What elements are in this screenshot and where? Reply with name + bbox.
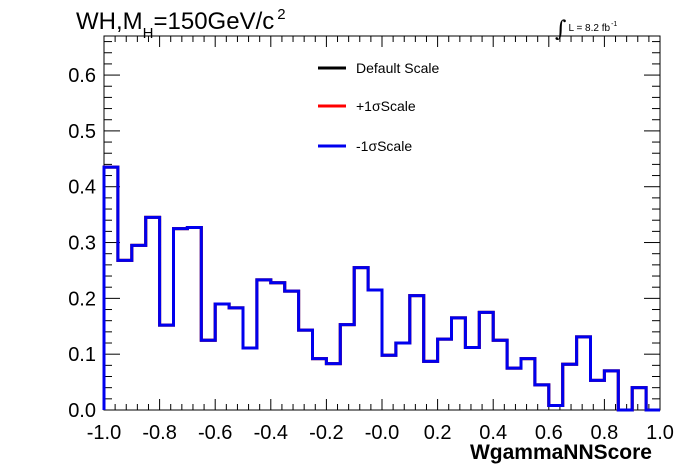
chart-title: WH,MH=150GeV/c 2	[76, 6, 286, 42]
legend-label: Default Scale	[356, 60, 439, 76]
integral-symbol: ∫	[555, 17, 567, 42]
x-tick-label: -0.8	[142, 422, 176, 444]
y-tick-label: 0.5	[68, 121, 96, 143]
y-tick-label: 0.1	[68, 344, 96, 366]
x-axis: -1.0 -0.8 -0.6 -0.4 -0.2 -0.0 0.2 0.4 0.6 0.8 1.0	[87, 36, 674, 444]
x-tick-label: -0.0	[365, 422, 399, 444]
legend: Default Scale +1σScale -1σScale	[318, 60, 439, 154]
x-axis-label: WgammaNNScore	[470, 441, 652, 464]
x-tick-label: -0.4	[254, 422, 288, 444]
legend-label: +1σScale	[356, 98, 416, 114]
title-rest-text: =150GeV/c	[153, 8, 275, 35]
y-tick-label: 0.2	[68, 288, 96, 310]
luminosity-superscript: -1	[611, 21, 618, 28]
legend-label: -1σScale	[356, 138, 412, 154]
y-tick-label: 0.0	[68, 400, 96, 422]
x-tick-label: 1.0	[646, 422, 674, 444]
x-tick-label: 0.6	[535, 422, 563, 444]
y-tick-label: 0.3	[68, 233, 96, 255]
y-tick-label: 0.6	[68, 65, 96, 87]
x-tick-label: 0.4	[479, 422, 507, 444]
x-tick-label: -0.2	[309, 422, 343, 444]
series-layer	[102, 165, 660, 412]
series-line-2	[102, 165, 660, 412]
luminosity-label: ∫ L = 8.2 fb-1	[555, 12, 618, 42]
title-subscript: H	[142, 25, 154, 42]
x-tick-label: 0.2	[424, 422, 452, 444]
y-tick-label: 0.4	[68, 177, 96, 199]
x-tick-label: -1.0	[87, 422, 121, 444]
x-tick-label: -0.6	[198, 422, 232, 444]
title-superscript: 2	[277, 6, 286, 23]
x-tick-label: 0.8	[590, 422, 618, 444]
title-main-text: WH,M	[76, 8, 143, 35]
luminosity-text: L = 8.2 fb	[568, 23, 611, 34]
